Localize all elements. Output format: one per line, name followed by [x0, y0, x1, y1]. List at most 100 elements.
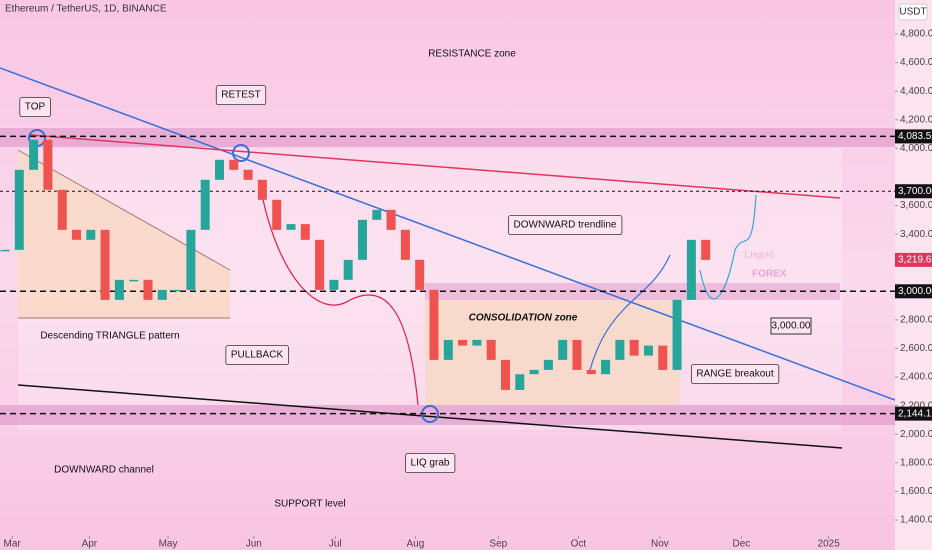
candle	[658, 345, 668, 370]
retest-marker	[232, 144, 250, 162]
x-tick-label: Mar	[4, 539, 22, 550]
candle	[200, 179, 210, 230]
candle	[486, 339, 496, 360]
candle	[472, 339, 482, 346]
downward-trendline	[0, 67, 896, 401]
y-tick-label: 2,600.00	[900, 343, 932, 354]
annotation-box	[508, 215, 623, 236]
candle	[257, 179, 267, 200]
candle	[586, 369, 596, 375]
candle	[300, 224, 310, 240]
candle	[315, 239, 325, 290]
price-axis	[895, 0, 932, 550]
candle	[400, 229, 410, 260]
level-label: 3,700.00	[898, 186, 932, 197]
y-tick-label: 3,600.00	[900, 200, 932, 211]
y-tick-label: 2,200.00	[900, 400, 932, 411]
triangle-zone	[18, 150, 230, 318]
candle	[515, 374, 525, 390]
candle	[0, 249, 10, 252]
candle	[214, 159, 224, 180]
candle	[229, 159, 239, 170]
candle	[100, 229, 110, 300]
annotation: TOP	[25, 102, 46, 113]
callout-box	[770, 317, 812, 335]
y-tick-label: 4,800.00	[900, 29, 932, 40]
annotation-box	[225, 345, 289, 366]
x-tick-label: Aug	[406, 539, 424, 550]
candle	[458, 339, 468, 346]
x-tick-label: Sep	[489, 539, 507, 550]
annotation-box	[215, 85, 267, 106]
candle	[86, 229, 96, 240]
candle	[157, 289, 167, 300]
candle	[701, 239, 711, 260]
x-tick-label: 2025	[818, 539, 841, 550]
annotation: PULLBACK	[231, 350, 284, 361]
x-tick-label: Jun	[246, 539, 262, 550]
candle	[43, 139, 53, 190]
candle	[14, 169, 24, 250]
candle	[114, 279, 124, 300]
candle	[329, 279, 339, 290]
candle	[243, 169, 253, 180]
y-tick-label: 1,600.00	[900, 486, 932, 497]
candle	[543, 359, 553, 370]
annotation: Descending TRIANGLE pattern	[40, 331, 179, 342]
x-tick-label: Dec	[733, 539, 751, 550]
resistance-band	[0, 128, 895, 147]
candle	[72, 229, 82, 240]
annotation: LIQ grab	[411, 458, 450, 469]
candle	[572, 339, 582, 370]
candle	[129, 279, 139, 282]
candle	[272, 199, 282, 230]
candle	[57, 189, 67, 230]
candle	[143, 279, 153, 300]
y-tick-label: 2,400.00	[900, 372, 932, 383]
level-tag	[895, 129, 932, 144]
candle	[615, 339, 625, 360]
annotation: RANGE breakout	[696, 369, 773, 380]
chart-title: Ethereum / TetherUS, 1D, BINANCE	[5, 4, 167, 15]
candle	[686, 239, 696, 300]
candle	[629, 339, 639, 356]
y-tick-label: 4,200.00	[900, 114, 932, 125]
callout: 3,000.00	[772, 321, 811, 332]
x-tick-label: May	[159, 539, 178, 550]
level-label: 4,083.52	[898, 131, 932, 142]
candle	[443, 339, 453, 360]
candle	[172, 289, 182, 292]
candle	[643, 345, 653, 356]
annotation: DOWNWARD trendline	[514, 220, 617, 231]
last-price-tag	[895, 252, 932, 267]
candle	[343, 259, 353, 280]
candle	[286, 224, 296, 230]
level-tag	[895, 184, 932, 199]
annotation-box	[405, 453, 456, 474]
currency-badge	[898, 3, 928, 21]
y-tick-label: 2,000.00	[900, 429, 932, 440]
y-tick-label: 4,600.00	[900, 57, 932, 68]
candle	[186, 229, 196, 290]
y-tick-label: 1,800.00	[900, 457, 932, 468]
level-tag	[895, 284, 932, 299]
resistance-trendline	[29, 134, 841, 199]
annotation-box	[690, 364, 780, 385]
candle	[429, 289, 439, 360]
y-tick-label: 4,400.00	[900, 86, 932, 97]
candle	[29, 139, 39, 170]
level-label: 2,144.13	[898, 408, 932, 419]
candle	[386, 209, 396, 230]
watermark: Lingrid	[744, 249, 774, 260]
y-tick-label: 2,800.00	[900, 315, 932, 326]
x-tick-label: Oct	[571, 539, 587, 550]
y-tick-label: 4,000.00	[900, 143, 932, 154]
y-tick-label: 1,400.00	[900, 515, 932, 526]
candle	[529, 369, 539, 375]
x-tick-label: Apr	[82, 539, 98, 550]
annotation: SUPPORT level	[274, 499, 345, 510]
last-price-label: 3,219.66	[898, 255, 932, 266]
annotation: CONSOLIDATION zone	[469, 313, 578, 324]
level-tag	[895, 406, 932, 421]
